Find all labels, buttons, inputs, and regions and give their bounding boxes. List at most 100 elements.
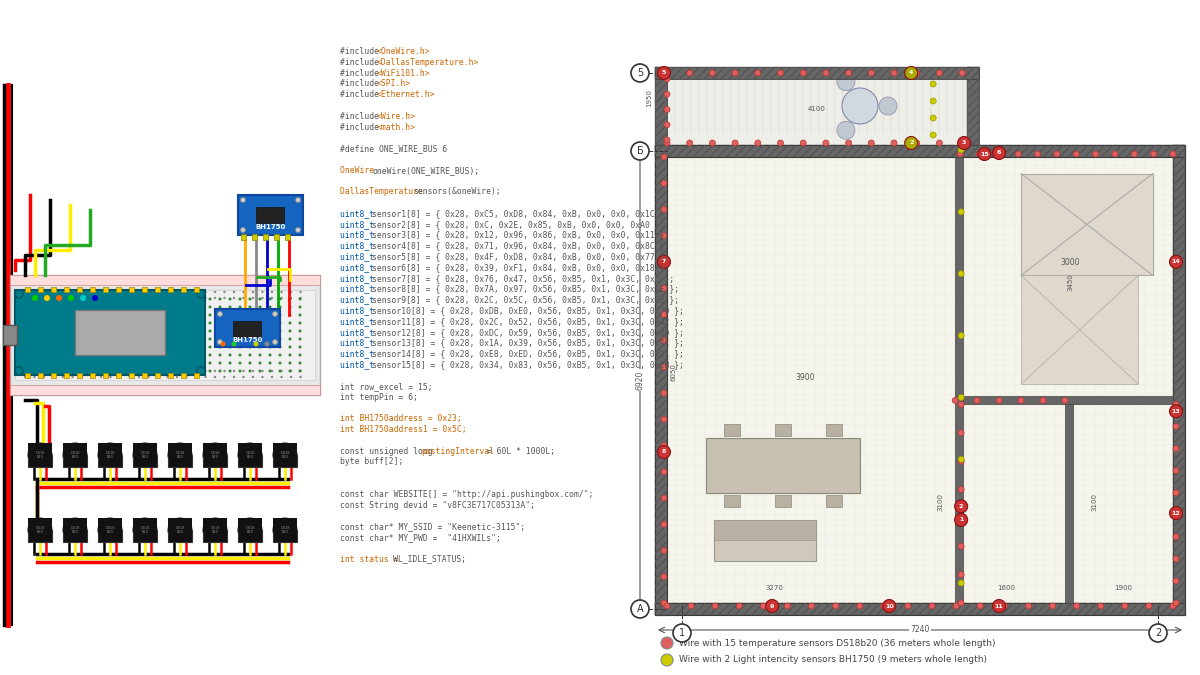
Circle shape [98,518,122,542]
Circle shape [732,140,738,146]
Bar [98,518,122,532]
Circle shape [209,346,211,348]
Bar [1064,404,1073,603]
Circle shape [138,338,142,340]
Text: const char* MY_SSID = "Keenetic-3115";: const char* MY_SSID = "Keenetic-3115"; [340,522,526,531]
Circle shape [278,346,282,348]
Circle shape [281,376,283,378]
Circle shape [108,354,112,356]
Text: A: A [637,604,643,614]
Circle shape [98,443,122,467]
Circle shape [48,313,52,317]
Circle shape [288,354,292,356]
Bar [286,234,290,240]
Circle shape [248,321,252,325]
Text: #include: #include [340,90,384,99]
Circle shape [179,306,181,308]
Circle shape [1050,603,1056,609]
Circle shape [833,603,839,609]
Text: 13: 13 [1171,409,1181,414]
Circle shape [930,98,936,104]
Circle shape [242,370,245,372]
Circle shape [168,329,172,333]
Circle shape [661,654,673,666]
Text: const unsigned long: const unsigned long [340,447,438,456]
Circle shape [149,298,151,300]
Circle shape [43,297,46,299]
Bar [133,455,157,467]
Circle shape [78,313,82,317]
Circle shape [198,346,202,348]
Circle shape [128,329,132,333]
Circle shape [98,369,102,373]
Circle shape [658,67,671,80]
Circle shape [59,362,61,364]
Text: sensor12[8] = { 0x28, 0xDC, 0x59, 0x56, 0xB5, 0x1, 0x3C, 0x40 };: sensor12[8] = { 0x28, 0xDC, 0x59, 0x56, … [372,328,684,337]
Text: BH1750: BH1750 [233,337,263,343]
Circle shape [240,227,246,232]
Text: 1600: 1600 [997,585,1015,591]
Text: 9: 9 [770,603,774,608]
Circle shape [188,321,192,325]
Circle shape [53,297,55,299]
Circle shape [109,297,112,299]
Text: 2: 2 [1154,628,1162,638]
Circle shape [38,306,42,308]
Text: uint8_t: uint8_t [340,274,379,283]
Circle shape [29,313,31,317]
Text: sensor15[8] = { 0x28, 0x34, 0x83, 0x56, 0xB5, 0x1, 0x3C, 0x2B };: sensor15[8] = { 0x28, 0x34, 0x83, 0x56, … [372,360,684,369]
Circle shape [1174,512,1178,518]
Circle shape [38,369,42,373]
Circle shape [977,151,983,157]
Circle shape [198,338,202,340]
Text: = 60L * 1000L;: = 60L * 1000L; [481,447,554,456]
Circle shape [14,290,23,298]
Circle shape [29,298,31,300]
Circle shape [209,362,211,364]
Circle shape [100,297,102,299]
Text: 1950: 1950 [646,89,652,107]
Text: 3000: 3000 [1061,258,1080,267]
Circle shape [661,574,667,580]
Text: <SPI.h>: <SPI.h> [377,80,410,88]
Circle shape [258,362,262,364]
Circle shape [109,291,112,293]
Circle shape [100,370,102,372]
Circle shape [239,338,241,340]
Circle shape [238,518,262,542]
Circle shape [664,122,670,128]
Circle shape [958,402,964,408]
Circle shape [239,362,241,364]
Circle shape [664,107,670,113]
Bar [194,287,199,292]
Circle shape [119,313,121,317]
Circle shape [188,369,192,373]
Circle shape [709,140,715,146]
Circle shape [274,443,298,467]
Circle shape [658,255,671,269]
Text: 5: 5 [662,70,666,76]
Bar [168,443,192,457]
Circle shape [179,354,181,356]
Text: uint8_t: uint8_t [340,339,379,348]
Circle shape [1062,398,1068,404]
Text: DS18
B20: DS18 B20 [106,526,115,535]
Circle shape [44,295,50,301]
Circle shape [1092,151,1098,157]
Text: 1: 1 [679,628,685,638]
Circle shape [272,311,277,317]
Circle shape [1001,603,1007,609]
Bar [203,455,227,467]
Circle shape [673,624,691,642]
Circle shape [959,70,965,76]
Circle shape [800,70,806,76]
Circle shape [974,398,980,404]
Circle shape [149,338,151,340]
Circle shape [258,346,262,348]
Circle shape [223,370,226,372]
Circle shape [892,70,898,76]
Circle shape [138,346,142,348]
Circle shape [197,367,205,375]
Circle shape [89,298,91,300]
Circle shape [90,376,92,378]
